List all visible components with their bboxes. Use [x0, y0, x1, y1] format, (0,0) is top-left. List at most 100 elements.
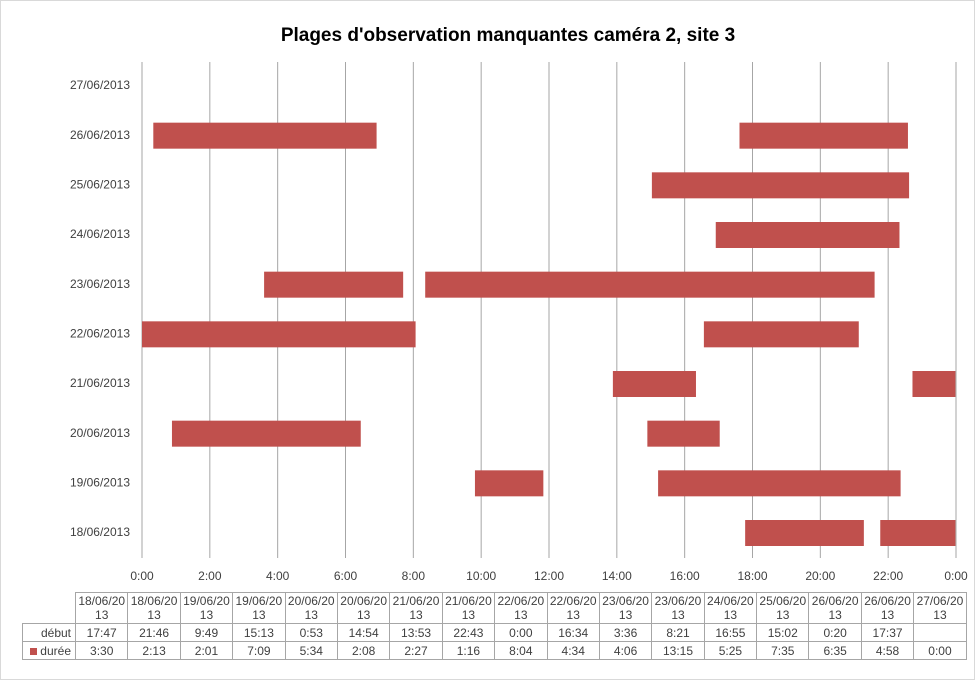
table-cell: 0:00: [494, 623, 548, 642]
table-cell: 7:09: [232, 641, 286, 660]
table-cell: 0:53: [284, 623, 338, 642]
y-tick-label: 20/06/2013: [70, 426, 130, 440]
table-header-cell: 26/06/2013: [808, 592, 862, 624]
bar: [745, 520, 864, 546]
table-header-cell: 22/06/2013: [494, 592, 548, 624]
x-tick-label: 14:00: [602, 569, 632, 583]
legend-label: durée: [40, 643, 71, 658]
table-cell: 15:02: [756, 623, 810, 642]
table-header-cell: 18/06/2013: [74, 592, 129, 624]
table-header-cell: 19/06/2013: [179, 592, 234, 624]
table-corner: [23, 593, 76, 624]
y-tick-label: 18/06/2013: [70, 525, 130, 539]
table-row-header: début: [22, 623, 76, 642]
bar: [612, 371, 696, 397]
bar: [658, 470, 901, 497]
table-cell: 2:27: [389, 641, 443, 660]
table-cell: 3:30: [74, 641, 129, 660]
bars: [142, 122, 956, 546]
table-header-cell: 22/06/2013: [546, 592, 600, 624]
table-cell: 15:13: [232, 623, 286, 642]
table-cell: 16:55: [703, 623, 758, 642]
table-header-cell: 20/06/2013: [336, 592, 391, 624]
table-cell: 4:06: [598, 641, 653, 660]
table-cell: 8:21: [651, 623, 705, 642]
y-tick-label: 24/06/2013: [70, 227, 130, 241]
table-cell: 21:46: [127, 623, 181, 642]
table-cell: 4:58: [860, 641, 915, 660]
bar: [703, 321, 859, 348]
table-cell: 14:54: [336, 623, 391, 642]
x-tick-label: 20:00: [805, 569, 835, 583]
table-cell: 13:15: [651, 641, 705, 660]
table-cell: 17:47: [74, 623, 129, 642]
bar: [715, 222, 900, 248]
table-header-cell: 19/06/2013: [232, 592, 286, 624]
table-cell: 2:08: [336, 641, 391, 660]
table-header-cell: 21/06/2013: [441, 592, 496, 624]
y-tick-label: 19/06/2013: [70, 476, 130, 490]
table-header-cell: 23/06/2013: [598, 592, 653, 624]
table-header-cell: 26/06/2013: [860, 592, 915, 624]
table-cell: 16:34: [546, 623, 600, 642]
table-row-header: durée: [22, 641, 76, 660]
x-tick-label: 12:00: [534, 569, 564, 583]
bar: [153, 122, 377, 149]
bar: [647, 420, 720, 447]
x-tick-label: 0:00: [944, 569, 968, 583]
table-cell: 9:49: [179, 623, 234, 642]
table-header-cell: 20/06/2013: [284, 592, 338, 624]
y-tick-label: 26/06/2013: [70, 128, 130, 142]
x-tick-label: 16:00: [670, 569, 700, 583]
bar: [264, 271, 404, 298]
bar: [474, 470, 544, 497]
bar: [651, 172, 910, 199]
table-cell: 17:37: [860, 623, 915, 642]
table-header-cell: 25/06/2013: [756, 592, 810, 624]
x-tick-label: 22:00: [873, 569, 903, 583]
table-cell: 5:25: [703, 641, 758, 660]
x-tick-label: 8:00: [402, 569, 426, 583]
table-header-cell: 27/06/2013: [913, 592, 967, 624]
table-cell: 2:13: [127, 641, 181, 660]
data-table: 18/06/2013 18/06/2013 19/06/2013 19/06/2013…: [22, 592, 967, 660]
table-cell: 13:53: [389, 623, 443, 642]
table-cell: 2:01: [179, 641, 234, 660]
bar: [880, 520, 956, 546]
table-header-cell: 24/06/2013: [703, 592, 758, 624]
table-cell: [913, 623, 967, 642]
table-cell: 0:20: [808, 623, 862, 642]
table-cell: 6:35: [808, 641, 862, 660]
x-tick-label: 10:00: [466, 569, 496, 583]
bar: [171, 420, 361, 447]
legend-key: [30, 647, 38, 655]
table-cell: 5:34: [284, 641, 338, 660]
x-tick-label: 18:00: [737, 569, 767, 583]
y-tick-label: 23/06/2013: [70, 277, 130, 291]
table-cell: 1:16: [441, 641, 496, 660]
y-tick-label: 25/06/2013: [70, 178, 130, 192]
bar: [142, 321, 416, 348]
bar: [425, 271, 875, 298]
table-cell: 3:36: [598, 623, 653, 642]
y-tick-label: 21/06/2013: [70, 376, 130, 390]
y-tick-label: 27/06/2013: [70, 78, 130, 92]
y-tick-label: 22/06/2013: [70, 327, 130, 341]
table-cell: 4:34: [546, 641, 600, 660]
table-cell: 8:04: [494, 641, 548, 660]
x-tick-label: 6:00: [334, 569, 358, 583]
x-tick-label: 4:00: [266, 569, 290, 583]
table-cell: 0:00: [913, 641, 967, 660]
x-tick-label: 0:00: [130, 569, 154, 583]
table-header-cell: 23/06/2013: [651, 592, 705, 624]
table-header-cell: 18/06/2013: [127, 592, 181, 624]
table-row: début 17:47 21:46 9:49 15:13 0:53 14:54 13:53 22…: [22, 623, 967, 642]
bar: [912, 371, 956, 397]
x-tick-label: 2:00: [198, 569, 222, 583]
table-header-row: 18/06/2013 18/06/2013 19/06/2013 19/06/2013…: [23, 592, 967, 624]
legend-label: début: [40, 625, 71, 640]
table-cell: 7:35: [756, 641, 810, 660]
bar: [739, 122, 908, 149]
